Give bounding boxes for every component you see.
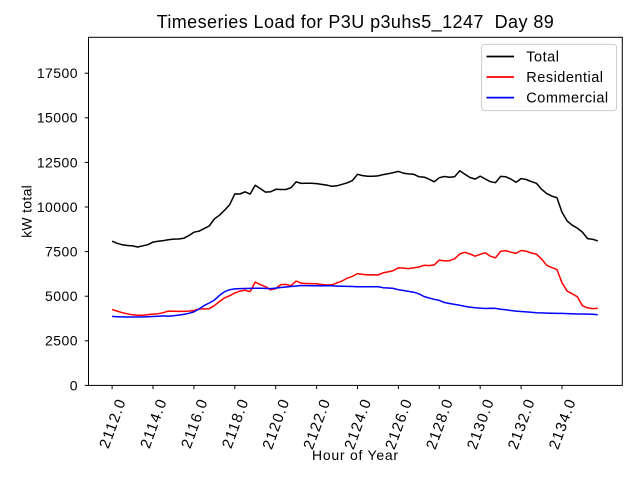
svg-text:Commercial: Commercial bbox=[526, 91, 608, 107]
svg-text:10000: 10000 bbox=[37, 199, 78, 215]
svg-text:Residential: Residential bbox=[526, 70, 603, 86]
svg-text:kW total: kW total bbox=[19, 185, 35, 238]
svg-text:7500: 7500 bbox=[45, 244, 78, 260]
svg-text:15000: 15000 bbox=[37, 110, 78, 126]
svg-text:17500: 17500 bbox=[37, 65, 78, 81]
svg-text:Hour of Year: Hour of Year bbox=[312, 447, 399, 463]
svg-text:Total: Total bbox=[526, 49, 559, 65]
svg-text:0: 0 bbox=[70, 377, 78, 393]
svg-text:2500: 2500 bbox=[45, 333, 78, 349]
svg-text:12500: 12500 bbox=[37, 154, 78, 170]
svg-text:Timeseries Load for P3U p3uhs5: Timeseries Load for P3U p3uhs5_1247 Day … bbox=[157, 12, 555, 33]
svg-text:5000: 5000 bbox=[45, 288, 78, 304]
